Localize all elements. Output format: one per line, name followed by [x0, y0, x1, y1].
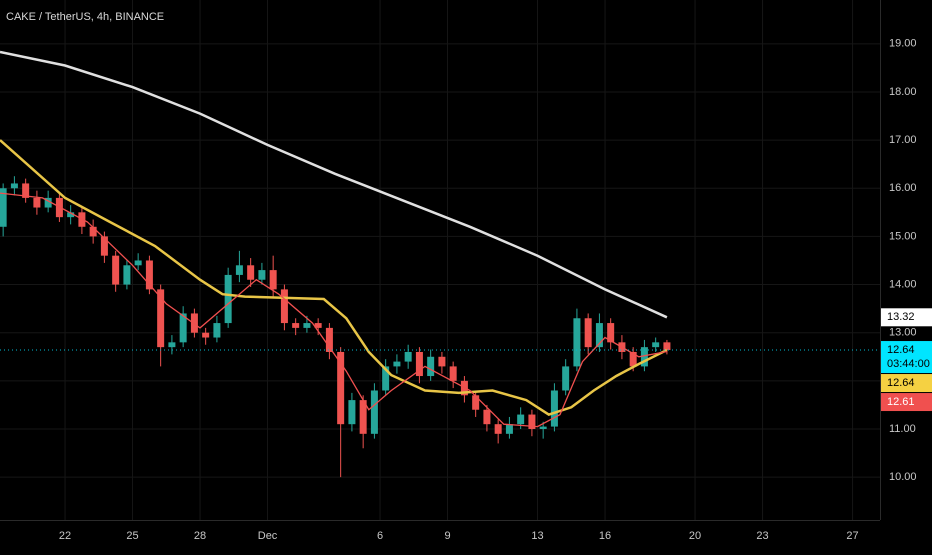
- candle-body: [303, 323, 311, 328]
- price-badge-label: 12.64: [887, 377, 915, 389]
- candle-body: [539, 426, 547, 429]
- candle-body: [595, 323, 603, 348]
- candle-body: [528, 414, 536, 429]
- y-tick-label: 16.00: [889, 182, 917, 194]
- candle-body: [269, 270, 277, 290]
- candle-body: [325, 327, 333, 352]
- price-badge: [881, 393, 932, 412]
- y-tick-label: 14.00: [889, 278, 917, 290]
- candle-body: [550, 390, 558, 427]
- moving-average-line: [0, 139, 668, 416]
- price-badge-label: 12.61: [887, 396, 915, 408]
- y-tick-label: 18.00: [889, 86, 917, 98]
- candle-body: [584, 318, 592, 348]
- y-tick-label: 10.00: [889, 471, 917, 483]
- candle-body: [640, 347, 648, 367]
- price-badge: [881, 341, 932, 374]
- candle-body: [629, 351, 637, 367]
- candle-body: [438, 356, 446, 367]
- candle-body: [157, 289, 165, 348]
- candle-body: [213, 323, 221, 338]
- price-badge: [881, 308, 932, 327]
- candle-body: [370, 390, 378, 434]
- candle-body: [22, 183, 30, 198]
- y-tick-label: 11.00: [889, 423, 916, 435]
- candle-body: [224, 274, 232, 324]
- price-badge-label: 13.32: [887, 311, 915, 323]
- candle-body: [382, 366, 390, 391]
- moving-average-line: [0, 192, 668, 428]
- price-badge-label: 12.64: [887, 344, 915, 356]
- y-tick-label: 19.00: [889, 38, 917, 50]
- candle-body: [10, 183, 18, 189]
- y-tick-label: 13.00: [889, 327, 917, 339]
- candle-body: [280, 289, 288, 324]
- candle-body: [247, 265, 255, 280]
- price-countdown: 03:44:00: [887, 358, 930, 370]
- symbol-title: CAKE / TetherUS, 4h, BINANCE: [6, 11, 164, 23]
- candle-body: [472, 395, 480, 410]
- candle-body: [100, 236, 108, 256]
- candle-body: [337, 351, 345, 425]
- x-tick-label: 27: [846, 530, 858, 542]
- candle-body: [663, 342, 671, 351]
- x-tick-label: 6: [377, 530, 383, 542]
- candle-body: [292, 323, 300, 328]
- candle-body: [348, 400, 356, 425]
- candle-body: [607, 323, 615, 343]
- y-tick-label: 15.00: [889, 230, 917, 242]
- candle-body: [235, 265, 243, 275]
- x-tick-label: 20: [689, 530, 701, 542]
- candle-body: [179, 313, 187, 343]
- candle-body: [190, 313, 198, 333]
- moving-average-line: [0, 50, 668, 319]
- candle-body: [33, 197, 41, 208]
- candle-body: [134, 260, 142, 266]
- candle-body: [505, 424, 513, 434]
- x-tick-label: 22: [59, 530, 71, 542]
- candle-body: [314, 323, 322, 328]
- candle-body: [44, 197, 52, 208]
- candle-body: [0, 188, 7, 227]
- candle-body: [168, 342, 176, 348]
- x-tick-label: 28: [194, 530, 206, 542]
- candle-body: [393, 361, 401, 367]
- candle-body: [202, 332, 210, 338]
- candle-body: [427, 356, 435, 377]
- candle-body: [562, 366, 570, 391]
- candle-body: [112, 255, 120, 285]
- y-tick-label: 17.00: [889, 134, 917, 146]
- x-tick-label: 16: [599, 530, 611, 542]
- candle-body: [517, 414, 525, 425]
- candle-body: [89, 226, 97, 237]
- candle-body: [123, 265, 131, 285]
- candle-body: [415, 351, 423, 377]
- candle-body: [652, 342, 660, 348]
- candle-body: [483, 409, 491, 425]
- x-tick-label: Dec: [258, 530, 278, 542]
- x-tick-label: 9: [444, 530, 450, 542]
- x-tick-label: 13: [531, 530, 543, 542]
- x-tick-label: 25: [126, 530, 138, 542]
- candle-body: [573, 318, 581, 367]
- candle-body: [449, 366, 457, 381]
- x-tick-label: 23: [756, 530, 768, 542]
- candle-body: [145, 260, 153, 290]
- candle-body: [67, 212, 75, 218]
- price-badge: [881, 374, 932, 393]
- candle-body: [359, 400, 367, 434]
- candle-body: [258, 270, 266, 280]
- candle-body: [494, 424, 502, 434]
- candle-body: [404, 351, 412, 362]
